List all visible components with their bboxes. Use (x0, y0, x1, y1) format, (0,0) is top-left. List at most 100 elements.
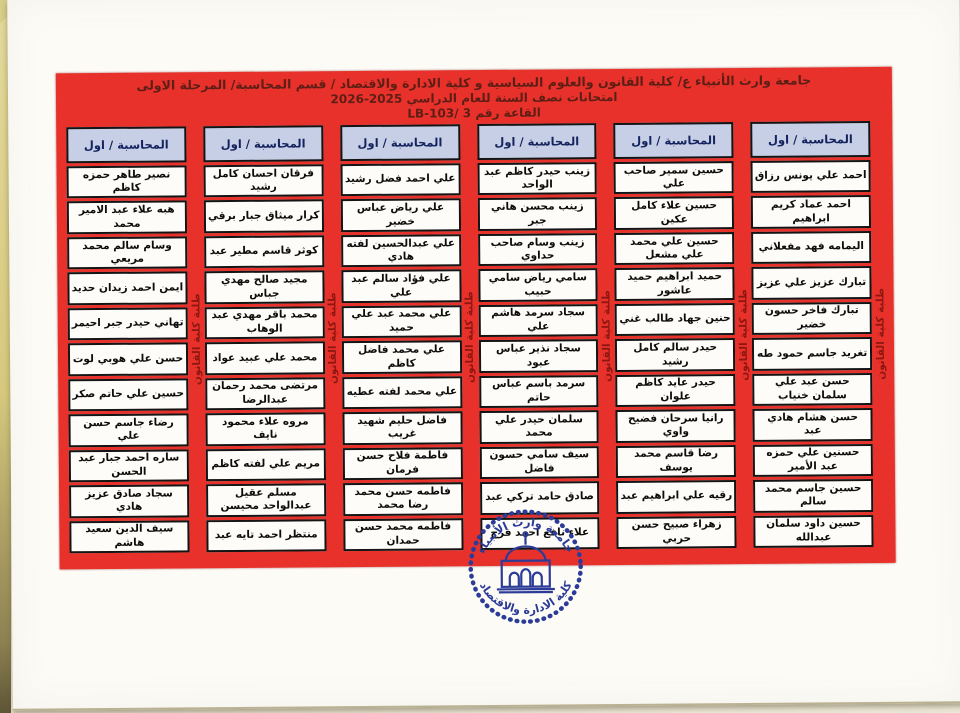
svg-text:جامعة وارث الأنبياء: جامعة وارث الأنبياء (473, 514, 577, 556)
column-group: طلبة كلية القانون المحاسبة / اول علي احم… (339, 124, 480, 552)
column-group: طلبة كلية القانون المحاسبة / اول احمد عل… (750, 120, 890, 548)
student-name-cell: تبارك عزيز علي عزيز (751, 266, 872, 300)
law-college-vertical-label: طلبة كلية القانون (326, 292, 340, 385)
law-college-vertical-strip: طلبة كلية القانون (460, 124, 480, 550)
student-name-cell: حسين داود سلمان عبدالله (753, 514, 874, 548)
student-name-cell: رقيه علي ابراهيم عبد (616, 480, 737, 514)
student-name-cell: علي عبدالحسين لفته هادي (340, 234, 461, 268)
student-name-cell: سجاد نذير عباس عبود (478, 339, 599, 373)
student-name-cell: حسن هشام هادي عبد (752, 408, 873, 442)
student-name-cell: علي رياض عباس خضير (340, 198, 461, 233)
seal-top-text: جامعة وارث الأنبياء (473, 514, 577, 556)
student-name-cell: ايمن احمد زيدان حديد (67, 271, 188, 306)
student-name-cell: تهاني حيدر جبر احيمر (67, 307, 188, 341)
law-college-vertical-label: طلبة كلية القانون (737, 289, 750, 381)
student-name-cell: رضاء جاسم حسن علي (68, 413, 189, 447)
student-name-cell: سجاد صادق عزيز هادي (69, 484, 190, 518)
student-name-cell: علي محمد فاضل كاظم (341, 340, 462, 374)
student-name-cell: حسنين علي حمزه عبد الأمير (752, 443, 873, 477)
student-name-cell: زينب محسن هاني جبر (477, 197, 598, 231)
student-name-cell: سامي رياض سامي حبيب (477, 268, 598, 302)
law-college-vertical-strip: طلبة كلية القانون (597, 123, 617, 549)
law-college-vertical-label: طلبة كلية القانون (189, 293, 203, 386)
student-name-cell: فاطمة فلاح حسن فرمان (342, 446, 463, 481)
student-name-cell: مروه علاء محمود نايف (205, 412, 326, 446)
student-name-cell: مريم علي لفته كاظم (205, 447, 326, 482)
student-name-cell: حسن علي هوبي لوت (67, 342, 189, 377)
student-name-cell: وسام سالم محمد مريعي (67, 236, 188, 270)
student-name-cell: حسين علي محمد علي مشعل (614, 231, 735, 266)
student-name-cell: سرمد باسم عباس حاتم (478, 374, 599, 409)
columns: طلبة كلية القانون المحاسبة / اول احمد عل… (56, 119, 895, 566)
column-header: المحاسبة / اول (66, 126, 187, 164)
student-name-cell: حميد ابراهيم حميد عاشور (614, 267, 735, 301)
law-college-vertical-label: طلبة كلية القانون (600, 290, 614, 382)
student-name-cell: حسين جاسم محمد سالم (753, 479, 874, 513)
student-name-cell: كرار ميثاق جبار برقي (203, 199, 324, 234)
student-table: المحاسبة / اول فرقان احسان كامل رشيد كرار… (203, 125, 327, 553)
student-name-cell: مسلم عقيل عبدالواحد محيسن (205, 483, 326, 517)
student-name-cell: اليمامه فهد مفعلاني (751, 230, 872, 265)
column-group: طلبة كلية القانون المحاسبة / اول زينب حي… (476, 123, 617, 551)
student-name-cell: حسين سمير صاحب علي (613, 161, 734, 195)
student-name-cell: علي محمد لفته عطيه (341, 375, 462, 410)
column-header: المحاسبة / اول (203, 125, 324, 163)
column-header: المحاسبة / اول (476, 123, 597, 161)
student-name-cell: علي احمد فضل رشيد (340, 163, 461, 197)
student-name-cell: علي فؤاد سالم عبد علي (341, 269, 462, 303)
student-name-cell: فاضل حليم شهيد غريب (342, 411, 463, 445)
student-name-cell: حسين علي حاتم صكر (68, 378, 189, 412)
column-group: طلبة كلية القانون المحاسبة / اول فرقان ا… (203, 125, 343, 553)
column-group: طلبة كلية القانون المحاسبة / اول حسين سم… (613, 122, 754, 549)
student-name-cell: حنين جهاد طالب غني (614, 302, 736, 337)
student-name-cell: احمد علي يونس رزاق (750, 159, 871, 194)
column-group: طلبة كلية القانون المحاسبة / اول نصير طا… (66, 126, 206, 554)
student-name-cell: مجيد صالح مهدي جباس (204, 270, 325, 305)
student-name-cell: حسن عبد علي سلمان خنياب (752, 372, 873, 407)
schedule-red-block: جامعة وارث الأنبياء ع/ كلية القانون والع… (55, 66, 896, 570)
law-college-vertical-strip: طلبة كلية القانون (733, 122, 753, 548)
student-table: المحاسبة / اول علي احمد فضل رشيد علي رياض… (339, 124, 464, 552)
law-college-vertical-label: طلبة كلية القانون (463, 291, 477, 384)
student-name-cell: حيدر عايد كاظم علوان (615, 373, 736, 408)
student-table: المحاسبة / اول زينب حيدر كاظم عبد الواحد… (476, 123, 600, 551)
column-header: المحاسبة / اول (613, 122, 734, 159)
student-name-cell: زينب وسام صاحب حداوي (477, 233, 598, 267)
exam-header: جامعة وارث الأنبياء ع/ كلية القانون والع… (56, 67, 892, 126)
law-college-vertical-strip: طلبة كلية القانون (870, 121, 890, 547)
law-college-vertical-strip: طلبة كلية القانون (323, 125, 343, 551)
photo-edge-left (0, 0, 11, 713)
student-name-cell: فرقان احسان كامل رشيد (203, 164, 324, 198)
student-table: المحاسبة / اول نصير طاهر حمزه كاظم هبه عل… (66, 126, 190, 554)
student-name-cell: سجاد سرمد هاشم علي (478, 303, 599, 338)
student-name-cell: علي محمد عبد علي حميد (341, 305, 462, 339)
student-name-cell: تبارك فاخر حسون خضير (751, 301, 872, 336)
student-name-cell: رانيا سرحان فضيح واوي (615, 409, 736, 443)
paper: جامعة وارث الأنبياء ع/ كلية القانون والع… (7, 0, 960, 711)
student-name-cell: مرتضى محمد رحمان عبدالرضا (205, 376, 326, 411)
student-name-cell: احمد عماد كريم ابراهيم (750, 195, 872, 229)
student-name-cell: تغريد جاسم حمود طه (752, 337, 873, 371)
seal-bead-ring (468, 509, 583, 624)
student-name-cell: سيف سامي حسون فاضل (479, 445, 600, 480)
student-name-cell: سلمان حيدر علي محمد (478, 410, 600, 444)
law-college-vertical-label: طلبة كلية القانون (874, 287, 887, 380)
student-name-cell: منتظر احمد تايه عبد (206, 518, 327, 553)
student-name-cell: كوثر قاسم مطير عبد (203, 235, 325, 269)
column-header: المحاسبة / اول (750, 120, 871, 158)
student-table: المحاسبة / اول حسين سمير صاحب علي حسين عل… (613, 122, 737, 549)
student-name-cell: محمد باقر مهدي عبد الوهاب (204, 306, 325, 340)
university-seal-logo: جامعة وارث الأنبياء كلية الادارة والاقتص… (432, 500, 619, 637)
student-name-cell: محمد علي عبيد عواد (204, 341, 325, 375)
student-name-cell: زهراء صبيح حسن حربي (616, 515, 737, 549)
student-name-cell: حسين علاء كامل عكين (614, 196, 735, 230)
student-name-cell: رضا قاسم محمد يوسف (616, 444, 737, 479)
student-name-cell: حيدر سالم كامل رشيد (615, 338, 736, 372)
student-name-cell: زينب حيدر كاظم عبد الواحد (477, 162, 598, 196)
student-name-cell: ساره احمد جبار عبد الحسن (68, 448, 189, 483)
student-name-cell: سيف الدين سعيد هاشم (69, 519, 190, 554)
student-name-cell: هبه علاء عبد الامير محمد (66, 200, 187, 235)
mosque-icon (496, 531, 555, 594)
student-table: المحاسبة / اول احمد علي يونس رزاق احمد عم… (750, 120, 874, 548)
